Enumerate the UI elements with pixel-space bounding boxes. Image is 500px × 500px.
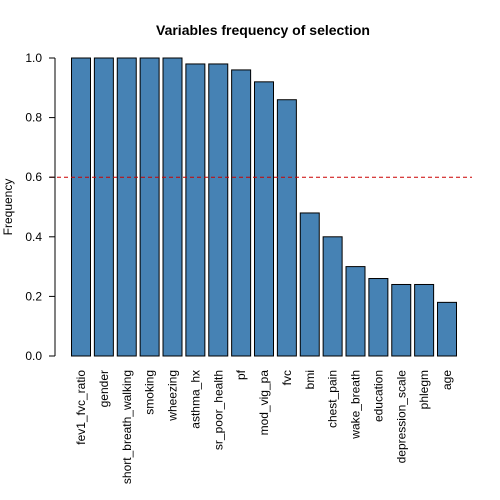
y-axis-label: Frequency — [1, 179, 15, 236]
x-tick-label: fev1_fvc_ratio — [74, 370, 88, 445]
bar-asthma_hx — [186, 64, 205, 356]
bar-depression_scale — [392, 284, 411, 356]
x-tick-label: bmi — [303, 370, 317, 389]
x-tick-label: education — [371, 370, 385, 422]
y-tick-label: 0.2 — [25, 289, 42, 303]
x-tick-label: wake_breath — [349, 370, 363, 440]
x-tick-label: short_breath_walking — [120, 370, 134, 484]
bar-wake_breath — [346, 267, 365, 356]
x-tick-label: age — [440, 370, 454, 390]
y-axis: 0.0 0.2 0.4 0.6 0.8 1.0 — [25, 51, 55, 363]
bar-bmi — [300, 213, 319, 356]
x-tick-label: wheezing — [166, 370, 180, 422]
y-tick-label: 0.8 — [25, 111, 42, 125]
y-tick-label: 1.0 — [25, 51, 42, 65]
x-axis-labels: fev1_fvc_ratio gender short_breath_walking… — [74, 369, 454, 484]
x-tick-label: fvc — [280, 370, 294, 385]
y-tick-label: 0.4 — [25, 230, 42, 244]
bar-fev1_fvc_ratio — [72, 58, 91, 356]
bar-gender — [94, 58, 113, 356]
bar-pf — [232, 70, 251, 356]
bar-phlegm — [415, 284, 434, 356]
x-tick-label: phlegm — [417, 370, 431, 409]
bars-layer — [72, 58, 457, 356]
chart-title: Variables frequency of selection — [156, 22, 370, 38]
y-tick-label: 0.6 — [25, 170, 42, 184]
x-tick-label: gender — [97, 370, 111, 407]
x-tick-label: asthma_hx — [188, 370, 202, 429]
y-tick-label: 0.0 — [25, 349, 42, 363]
bar-sr_poor_health — [209, 64, 228, 356]
x-tick-label: mod_vig_pa — [257, 370, 271, 436]
bar-education — [369, 279, 388, 356]
bar-short_breath_walking — [117, 58, 136, 356]
x-tick-label: sr_poor_health — [211, 370, 225, 450]
bar-fvc — [277, 100, 296, 356]
x-tick-label: pf — [234, 369, 248, 380]
x-tick-label: depression_scale — [394, 370, 408, 464]
bar-mod_vig_pa — [255, 82, 274, 356]
bar-age — [438, 302, 457, 356]
x-tick-label: chest_pain — [326, 370, 340, 428]
x-tick-label: smoking — [143, 370, 157, 415]
bar-chest_pain — [323, 237, 342, 356]
bar-wheezing — [163, 58, 182, 356]
bar-smoking — [140, 58, 159, 356]
